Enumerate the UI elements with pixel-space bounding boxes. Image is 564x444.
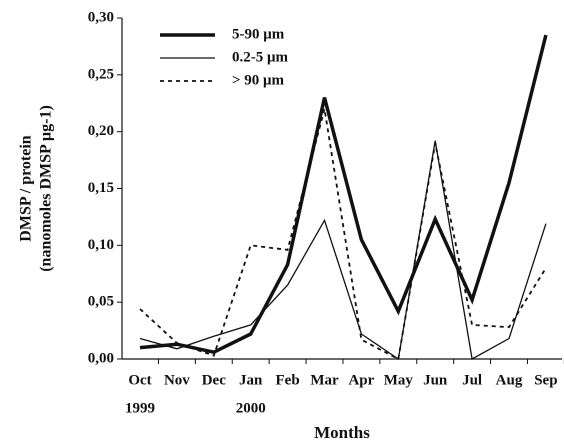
y-axis-title: (nanomoles DMSP µg-1) (38, 105, 55, 272)
y-tick-label: 0,30 (88, 9, 114, 25)
y-tick-label: 0,15 (88, 180, 114, 196)
x-tick-label: Apr (348, 372, 374, 388)
x-axis-title: Months (314, 423, 370, 442)
y-tick-label: 0,05 (88, 294, 114, 310)
x-tick-label: Jul (462, 372, 482, 388)
y-tick-label: 0,10 (88, 237, 114, 253)
x-tick-label: Sep (534, 372, 557, 388)
x-tick-label: Aug (496, 372, 523, 388)
y-axis-title: DMSP / protein (18, 135, 35, 241)
legend-label: 5-90 μm (232, 26, 285, 42)
y-tick-label: 0,25 (88, 66, 114, 82)
x-tick-label: Oct (128, 372, 151, 388)
y-tick-label: 0,00 (88, 350, 114, 366)
x-tick-label: Jan (239, 372, 263, 388)
legend-label: > 90 μm (232, 72, 285, 88)
x-tick-label: Nov (164, 372, 190, 388)
x-tick-label: May (384, 372, 414, 388)
x-tick-label: Feb (276, 372, 300, 388)
series-line (139, 34, 548, 355)
x-tick-label: Jun (423, 372, 448, 388)
legend-label: 0.2-5 μm (232, 49, 288, 65)
x-tick-label: Mar (310, 372, 339, 388)
x-sublabel: 2000 (236, 400, 266, 416)
series-line (139, 140, 547, 361)
y-tick-label: 0,20 (88, 123, 114, 139)
series-line (139, 108, 547, 361)
x-tick-label: Dec (202, 372, 226, 388)
x-sublabel: 1999 (125, 400, 155, 416)
